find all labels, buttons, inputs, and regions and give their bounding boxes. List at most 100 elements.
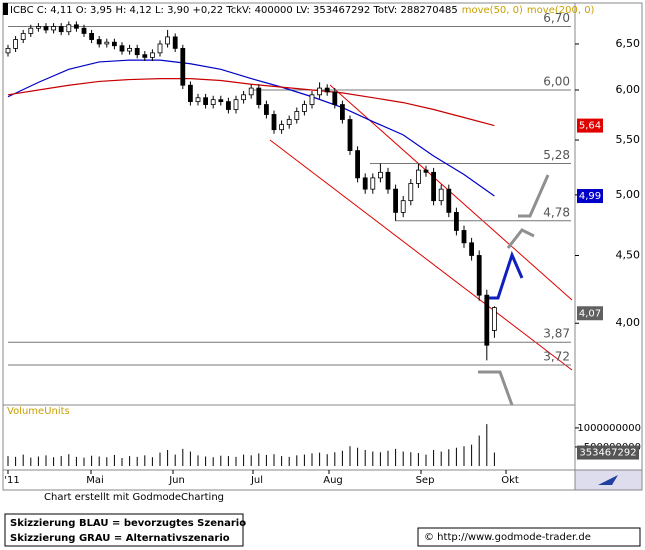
candle-body: [172, 36, 178, 49]
y-tick-label: 4,00: [616, 316, 641, 329]
candle-body: [461, 230, 467, 244]
candle-body: [309, 94, 315, 105]
chart-title: ICBC C: 4,11 O: 3,95 H: 4,12 L: 3,90 +0,…: [10, 5, 458, 16]
candle-body: [362, 177, 368, 190]
candle-body: [66, 24, 72, 33]
candle-body: [431, 171, 437, 202]
credit: Chart erstellt mit GodmodeCharting: [44, 492, 224, 503]
candle-body: [256, 87, 262, 105]
candle-body: [438, 188, 444, 202]
candle-body: [119, 45, 125, 52]
y-tick-label: 6,50: [616, 37, 641, 50]
level-label: 3,87: [543, 327, 570, 341]
candle-body: [112, 41, 117, 47]
candle-body: [89, 33, 94, 40]
candle-body: [339, 104, 345, 120]
candle-body: [157, 43, 163, 54]
candle-body: [453, 211, 459, 231]
candle-body: [408, 183, 414, 202]
candle-body: [81, 27, 87, 34]
candle-body: [134, 47, 140, 56]
candle-body: [225, 101, 231, 110]
candle-body: [469, 242, 475, 256]
y-tick-label: 5,00: [616, 188, 641, 201]
price-panel: [2, 2, 576, 406]
volume-marker-label: 353467292: [579, 448, 636, 459]
volume-tick-label: 1000000000: [577, 423, 641, 434]
candle-body: [203, 97, 209, 105]
right-axis: [574, 2, 643, 471]
candle-body: [385, 171, 391, 190]
candle-body: [218, 99, 224, 103]
title-marker: [3, 3, 8, 15]
level-label: 6,70: [543, 11, 570, 25]
level-label: 4,78: [543, 205, 570, 219]
legend-entry: move(200, 0): [527, 5, 595, 16]
candle-body: [149, 52, 155, 58]
candle-body: [294, 111, 300, 120]
candle-body: [13, 39, 19, 49]
candle-body: [104, 41, 110, 45]
value-marker-label: 5,64: [579, 121, 601, 132]
candle-body: [180, 47, 186, 86]
candle-body: [96, 39, 102, 45]
value-marker-label: 4,99: [579, 191, 601, 202]
candle-body: [248, 87, 254, 96]
candle-body: [301, 104, 307, 112]
candle-body: [423, 169, 429, 173]
scenario-gray: [506, 174, 550, 249]
candle-body: [20, 33, 26, 40]
candle-body: [210, 99, 216, 105]
candle-body: [484, 294, 490, 346]
candle-body: [58, 26, 64, 33]
candle-body: [187, 84, 193, 103]
candle-body: [165, 36, 171, 45]
level-label: 5,28: [543, 148, 570, 162]
candle-body: [377, 171, 383, 179]
candle-body: [476, 255, 482, 296]
candle-body: [324, 87, 330, 93]
candle-body: [355, 150, 361, 179]
x-tick-label: Jul: [250, 475, 263, 486]
candle-body: [446, 188, 452, 213]
corner-arrow: [598, 475, 618, 485]
candle-body: [393, 188, 399, 213]
candle-body: [491, 307, 497, 331]
moving-average: [7, 59, 495, 197]
candle-body: [241, 94, 247, 101]
candle-body: [43, 26, 49, 31]
note: Skizzierung BLAU = bevorzugtes Szenario: [10, 518, 246, 529]
candle-body: [195, 97, 201, 103]
candle-body: [28, 27, 34, 34]
level-label: 6,00: [543, 74, 570, 88]
level-label: 3,72: [543, 349, 570, 363]
value-marker-label: 4,07: [579, 308, 601, 319]
candle-body: [127, 47, 132, 52]
x-tick-label: '11: [4, 475, 19, 486]
value-marker: [577, 118, 603, 133]
candle-body: [279, 124, 285, 131]
x-tick-label: Jun: [168, 475, 185, 486]
candle-body: [332, 91, 338, 105]
volume-label: VolumeUnits: [7, 406, 70, 417]
y-tick-label: 5,50: [616, 133, 641, 146]
candle-body: [36, 26, 41, 29]
y-tick-label: 4,50: [616, 248, 641, 261]
candle-body: [263, 104, 269, 115]
x-tick-label: Aug: [323, 475, 343, 486]
candle-body: [286, 119, 292, 125]
value-marker: [577, 306, 603, 321]
y-tick-label: 6,00: [616, 83, 641, 96]
legend-entry: move(50, 0): [462, 5, 523, 16]
candle-body: [142, 54, 148, 58]
scenario-blue: [485, 250, 524, 300]
candle-body: [74, 24, 79, 29]
trend-channel: [269, 139, 573, 371]
candle-body: [370, 177, 376, 190]
candle-body: [347, 119, 353, 152]
candle-body: [51, 26, 56, 31]
x-tick-label: Sep: [416, 475, 435, 486]
candle-body: [400, 200, 406, 213]
volume-marker: [577, 445, 639, 460]
